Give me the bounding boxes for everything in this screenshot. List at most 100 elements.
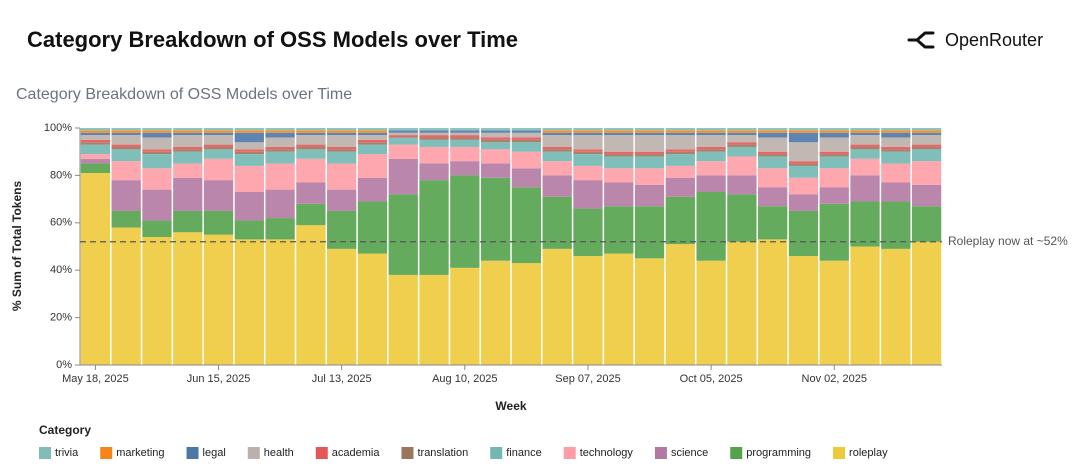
bar-segment	[419, 135, 449, 138]
bar-segment	[758, 156, 788, 169]
bar-segment	[234, 132, 264, 143]
bar-segment	[573, 130, 603, 133]
x-tick-label: Nov 02, 2025	[802, 373, 867, 385]
bar-segment	[542, 149, 572, 152]
bar-segment	[111, 180, 141, 211]
bar-segment	[234, 220, 264, 240]
bar-segment	[327, 189, 357, 211]
bar-segment	[80, 158, 111, 164]
bar-segment	[696, 128, 726, 131]
bar-segment	[203, 210, 234, 235]
bar-segment	[665, 151, 695, 155]
x-tick-label: Jun 15, 2025	[187, 373, 251, 385]
bar-segment	[573, 255, 603, 365]
bar-segment	[327, 146, 357, 150]
bar-segment	[788, 132, 819, 143]
bar-segment	[511, 151, 542, 169]
bar-segment	[850, 130, 880, 133]
bar-segment	[234, 239, 264, 365]
bar-segment	[234, 165, 264, 192]
bar-segment	[573, 180, 603, 209]
bar-segment	[234, 128, 264, 131]
bar-segment	[696, 161, 726, 176]
x-tick-label: Oct 05, 2025	[680, 373, 743, 385]
bar-segment	[911, 184, 942, 207]
brand-name: OpenRouter	[945, 30, 1043, 50]
bar-segment	[758, 132, 788, 138]
bar-segment	[511, 137, 542, 140]
bar-segment	[450, 135, 480, 138]
bar-segment	[111, 135, 141, 145]
bar-segment	[357, 177, 388, 202]
bar-segment	[203, 146, 234, 150]
bar-segment	[388, 274, 418, 365]
bar-segment	[450, 175, 480, 268]
bar-segment	[881, 146, 911, 150]
bar-segment	[850, 128, 880, 131]
legend-swatch	[100, 447, 113, 459]
bar-segment	[634, 258, 665, 365]
bar-segment	[111, 132, 141, 136]
bar-segment	[327, 135, 357, 147]
bar-segment	[234, 154, 264, 166]
bar-segment	[388, 144, 418, 159]
bar-segment	[604, 135, 634, 152]
bar-segment	[296, 182, 326, 204]
bar-segment	[911, 144, 942, 147]
bar-segment	[480, 142, 511, 150]
bar-segment	[758, 187, 788, 207]
bar-segment	[80, 139, 111, 143]
bar-segment	[881, 132, 911, 138]
bar-segment	[819, 187, 849, 204]
legend-label: marketing	[116, 447, 164, 459]
bar-segment	[480, 128, 511, 131]
bar-segment	[265, 149, 295, 152]
chart-title: Category Breakdown of OSS Models over Ti…	[16, 86, 352, 103]
legend-swatch	[39, 447, 51, 459]
bar-segment	[665, 165, 695, 178]
annotation-text: Roleplay now at ~52%	[948, 234, 1068, 248]
bar-segment	[634, 132, 665, 136]
bar-segment	[388, 194, 418, 275]
bar-segment	[142, 130, 172, 133]
y-tick-label: 40%	[50, 264, 72, 276]
bar-segment	[758, 206, 788, 240]
bar-segment	[480, 137, 511, 140]
bar-segment	[173, 146, 203, 150]
bar-segment	[727, 146, 757, 157]
bar-segment	[234, 151, 264, 155]
bar-segment	[542, 161, 572, 176]
bar-segment	[911, 146, 942, 150]
bar-segment	[357, 139, 388, 143]
bar-segment	[296, 149, 326, 159]
bar-segment	[80, 163, 111, 174]
bar-segment	[819, 151, 849, 155]
bar-segment	[604, 253, 634, 365]
bar-segment	[727, 142, 757, 145]
bar-segment	[604, 156, 634, 169]
bar-segment	[911, 135, 942, 145]
bar-segment	[327, 163, 357, 190]
bar-segment	[450, 137, 480, 140]
brand-logo	[907, 31, 935, 49]
bar-segment	[450, 161, 480, 176]
y-tick-label: 80%	[50, 169, 72, 181]
bar-segment	[850, 149, 880, 159]
bar-segment	[604, 151, 634, 155]
bar-segment	[265, 137, 295, 147]
bar-segment	[296, 158, 326, 183]
bar-segment	[634, 168, 665, 185]
bar-segment	[327, 151, 357, 164]
bar-segment	[203, 144, 234, 147]
bar-segment	[788, 255, 819, 365]
bar-segment	[788, 194, 819, 211]
bar-segment	[788, 161, 819, 164]
bar-segment	[357, 132, 388, 136]
bar-segment	[173, 135, 203, 147]
bar-segment	[634, 184, 665, 207]
bar-segment	[573, 135, 603, 150]
bar-segment	[788, 165, 819, 178]
legend-swatch	[730, 447, 743, 459]
bar-segment	[142, 237, 172, 365]
